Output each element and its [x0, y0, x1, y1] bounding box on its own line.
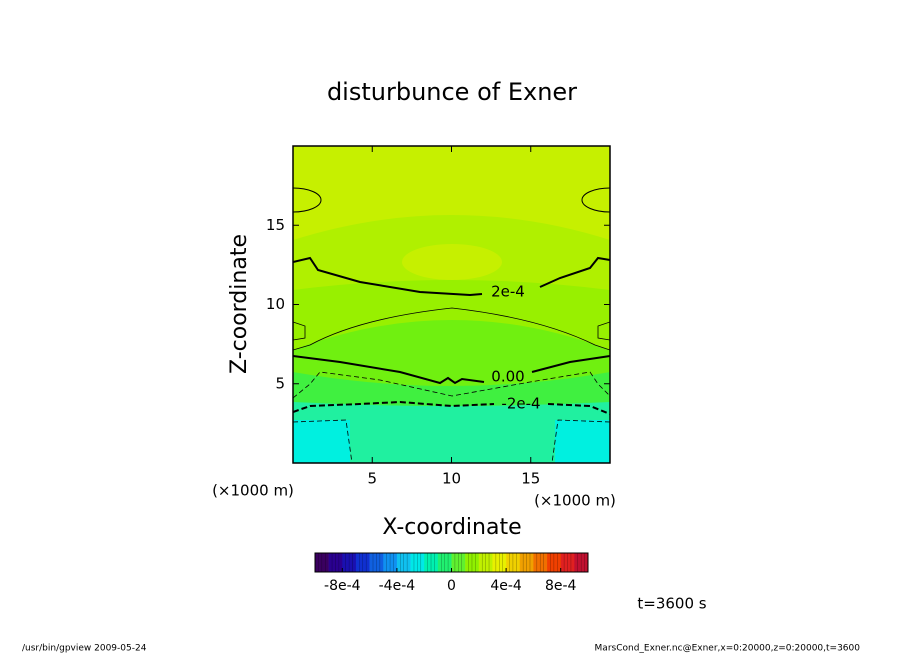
colorbar-tick-label: 8e-4: [545, 578, 577, 594]
contour-line: [293, 371, 610, 399]
field-fill: [293, 420, 610, 463]
footer-right: MarsCond_Exner.nc@Exner,x=0:20000,z=0:20…: [595, 644, 861, 654]
y-axis-label: Z-coordinate: [227, 234, 252, 374]
contour-line: [293, 400, 610, 415]
colorbar-tick-label: 4e-4: [490, 578, 522, 594]
field-fill: [293, 402, 610, 463]
y-tick-label: 10: [266, 295, 285, 313]
y-tick-label: 5: [275, 374, 285, 392]
contour-line: [581, 187, 610, 213]
y-unit: (×1000 m): [212, 482, 294, 500]
footer-left: /usr/bin/gpview 2009-05-24: [22, 644, 147, 654]
x-tick-label: 5: [367, 470, 377, 488]
field-fill: [293, 146, 610, 240]
contour-line: [293, 256, 610, 297]
contour-line: [293, 307, 610, 351]
field-fill: [402, 244, 502, 280]
chart-title: disturbunce of Exner: [327, 78, 577, 106]
contour-line: [293, 187, 322, 213]
contour-line: [293, 419, 610, 463]
x-tick-label: 15: [521, 470, 540, 488]
colorbar-tick-label: -8e-4: [324, 578, 361, 594]
contour-label: 0.00: [491, 368, 524, 386]
x-tick-label: 10: [442, 470, 461, 488]
contour-label: -2e-4: [501, 395, 540, 413]
y-tick-label: 15: [266, 216, 285, 234]
x-axis-label: X-coordinate: [382, 515, 521, 540]
field: [293, 146, 610, 463]
contour-line: [293, 355, 610, 385]
time-label: t=3600 s: [637, 595, 706, 613]
colorbar-tick-label: -4e-4: [379, 578, 416, 594]
x-unit: (×1000 m): [534, 492, 616, 510]
contour-label: 2e-4: [491, 283, 525, 301]
colorbar-tick-label: 0: [447, 578, 456, 594]
